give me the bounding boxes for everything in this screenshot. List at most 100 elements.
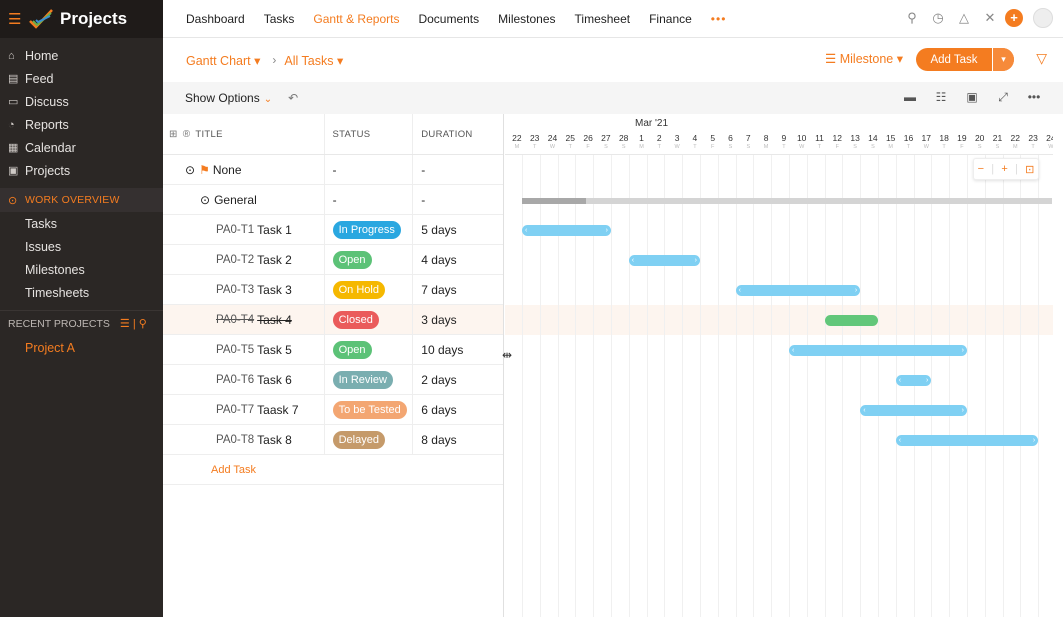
drag-handle-left-icon[interactable]: ‹ bbox=[898, 377, 902, 384]
drag-handle-left-icon[interactable]: ‹ bbox=[792, 347, 795, 354]
status-badge[interactable]: Open bbox=[332, 250, 372, 269]
tab-documents[interactable]: Documents bbox=[418, 11, 480, 26]
group-row-none[interactable]: ⊙ ⚑ None - - bbox=[163, 155, 503, 185]
table-row[interactable]: PA0-T2 Task 2 Open 4 days bbox=[163, 245, 503, 275]
task-bar[interactable]: ‹ › bbox=[860, 405, 967, 416]
task-name[interactable]: Task 1 bbox=[257, 222, 292, 237]
add-task-button[interactable]: Add Task ▾ bbox=[916, 48, 1014, 71]
sidebar-item-timesheets[interactable]: Timesheets bbox=[25, 285, 90, 300]
avatar[interactable] bbox=[1033, 8, 1053, 28]
sidebar-item-tasks[interactable]: Tasks bbox=[25, 216, 57, 231]
task-bar[interactable]: ‹ › bbox=[895, 435, 1039, 446]
column-settings-icon[interactable]: ⊞ bbox=[169, 128, 178, 140]
drag-handle-right-icon[interactable]: › bbox=[926, 377, 929, 384]
task-bar[interactable]: ‹ › bbox=[522, 225, 611, 236]
task-bar[interactable]: ‹ › bbox=[789, 345, 967, 356]
timer-icon[interactable]: ◷ bbox=[932, 10, 944, 25]
table-row[interactable]: PA0-T3 Task 3 On Hold 7 days bbox=[163, 275, 503, 305]
tab-gantt-reports[interactable]: Gantt & Reports bbox=[313, 11, 400, 26]
tab-tasks[interactable]: Tasks bbox=[263, 11, 295, 26]
status-badge[interactable]: To be Tested bbox=[332, 400, 407, 419]
zoom-fit-icon[interactable]: ⊡ bbox=[1025, 163, 1035, 176]
task-bar[interactable] bbox=[824, 315, 878, 326]
work-overview-header[interactable]: ⊙ WORK OVERVIEW bbox=[0, 188, 163, 212]
quick-add-icon[interactable]: + bbox=[1005, 9, 1023, 27]
task-bar[interactable]: ‹ › bbox=[735, 285, 861, 296]
drag-handle-right-icon[interactable]: › bbox=[1032, 437, 1036, 444]
drag-handle-right-icon[interactable]: › bbox=[961, 407, 964, 414]
nav-projects[interactable]: ▣ Projects bbox=[0, 159, 163, 182]
table-row[interactable]: PA0-T7 Taask 7 To be Tested 6 days bbox=[163, 395, 503, 425]
task-name[interactable]: Task 2 bbox=[257, 252, 292, 267]
group-summary-bar[interactable] bbox=[522, 198, 1053, 204]
undo-icon[interactable]: ↶ bbox=[288, 91, 299, 105]
status-badge[interactable]: Open bbox=[332, 340, 372, 359]
nav-discuss[interactable]: ▭ Discuss bbox=[0, 90, 163, 113]
tab-milestones[interactable]: Milestones bbox=[498, 11, 556, 26]
tab-finance[interactable]: Finance bbox=[649, 11, 692, 26]
collapse-icon[interactable]: ⊙ bbox=[200, 192, 211, 207]
task-name[interactable]: Taask 7 bbox=[257, 402, 299, 417]
status-badge[interactable]: Closed bbox=[332, 310, 379, 329]
tab-timesheet[interactable]: Timesheet bbox=[574, 11, 631, 26]
tools-icon[interactable]: ✕ bbox=[984, 10, 996, 25]
more-tabs-icon[interactable]: ••• bbox=[710, 11, 727, 26]
nav-calendar[interactable]: ▦ Calendar bbox=[0, 136, 163, 159]
task-name[interactable]: Task 6 bbox=[257, 372, 292, 387]
drag-handle-right-icon[interactable]: › bbox=[694, 257, 697, 264]
collapse-icon[interactable]: ⊙ bbox=[185, 162, 196, 177]
drag-handle-left-icon[interactable]: ‹ bbox=[525, 227, 528, 234]
drag-handle-right-icon[interactable]: › bbox=[605, 227, 608, 234]
recent-project-item[interactable]: Project A bbox=[25, 341, 76, 355]
drag-handle-left-icon[interactable]: ‹ bbox=[631, 257, 635, 264]
milestone-selector[interactable]: ☰ Milestone ▾ bbox=[825, 51, 903, 66]
nav-home[interactable]: ⌂ Home bbox=[0, 44, 163, 67]
table-row[interactable]: PA0-T6 Task 6 In Review 2 days bbox=[163, 365, 503, 395]
drag-handle-left-icon[interactable]: ‹ bbox=[863, 407, 866, 414]
tab-dashboard[interactable]: Dashboard bbox=[186, 11, 245, 26]
nav-reports[interactable]: ◔ Reports bbox=[0, 113, 163, 136]
search-icon[interactable]: ⚲ bbox=[138, 318, 147, 330]
more-options-icon[interactable]: ••• bbox=[1027, 90, 1041, 104]
group-row-general[interactable]: ⊙ General - - bbox=[163, 185, 503, 215]
table-row[interactable]: PA0-T8 Task 8 Delayed 8 days bbox=[163, 425, 503, 455]
filter-sliders-icon[interactable]: ☰ bbox=[119, 318, 130, 330]
task-filter-selector[interactable]: All Tasks ▾ bbox=[284, 53, 343, 68]
table-row[interactable]: PA0-T4 Task 4 Closed 3 days bbox=[163, 305, 503, 335]
sidebar-item-milestones[interactable]: Milestones bbox=[25, 262, 85, 277]
column-status[interactable]: STATUS bbox=[325, 114, 414, 154]
calendar-view-icon[interactable]: ▣ bbox=[966, 90, 978, 104]
task-bar[interactable]: ‹ › bbox=[895, 375, 932, 386]
menu-icon[interactable]: ☰ bbox=[8, 11, 22, 28]
zoom-out-button[interactable]: − bbox=[977, 163, 985, 175]
search-icon[interactable]: ⚲ bbox=[907, 10, 917, 25]
zoom-in-button[interactable]: + bbox=[1001, 163, 1008, 175]
status-badge[interactable]: Delayed bbox=[332, 430, 385, 449]
drag-handle-right-icon[interactable]: › bbox=[854, 287, 858, 294]
task-name[interactable]: Task 8 bbox=[257, 432, 292, 447]
critical-path-icon[interactable]: ▬ bbox=[904, 90, 916, 104]
drag-handle-right-icon[interactable]: › bbox=[961, 347, 964, 354]
resize-handle-icon[interactable]: ⇹ bbox=[502, 348, 513, 362]
nav-feed[interactable]: ▤ Feed bbox=[0, 67, 163, 90]
show-options-button[interactable]: Show Options ⌄ bbox=[185, 91, 272, 105]
task-name[interactable]: Task 3 bbox=[257, 282, 292, 297]
task-name[interactable]: Task 4 bbox=[257, 312, 292, 327]
drag-handle-left-icon[interactable]: ‹ bbox=[898, 437, 902, 444]
add-task-link[interactable]: Add Task bbox=[163, 455, 503, 485]
expand-icon[interactable]: ⤢ bbox=[998, 90, 1008, 104]
table-row[interactable]: PA0-T5 Task 5 Open 10 days bbox=[163, 335, 503, 365]
task-name[interactable]: Task 5 bbox=[257, 342, 292, 357]
add-task-dropdown-icon[interactable]: ▾ bbox=[992, 48, 1014, 71]
task-bar[interactable]: ‹ › bbox=[628, 255, 700, 266]
column-title[interactable]: ⊞ ® TITLE bbox=[163, 114, 325, 154]
status-badge[interactable]: In Review bbox=[332, 370, 393, 389]
column-duration[interactable]: DURATION bbox=[421, 128, 473, 140]
table-row[interactable]: PA0-T1 Task 1 In Progress 5 days bbox=[163, 215, 503, 245]
filter-icon[interactable]: ▽ bbox=[1036, 50, 1047, 66]
baseline-icon[interactable]: ☷ bbox=[935, 90, 947, 104]
bell-icon[interactable]: △ bbox=[959, 10, 969, 25]
status-badge[interactable]: On Hold bbox=[332, 280, 385, 299]
sidebar-item-issues[interactable]: Issues bbox=[25, 239, 62, 254]
view-selector[interactable]: Gantt Chart ▾ bbox=[186, 53, 260, 68]
